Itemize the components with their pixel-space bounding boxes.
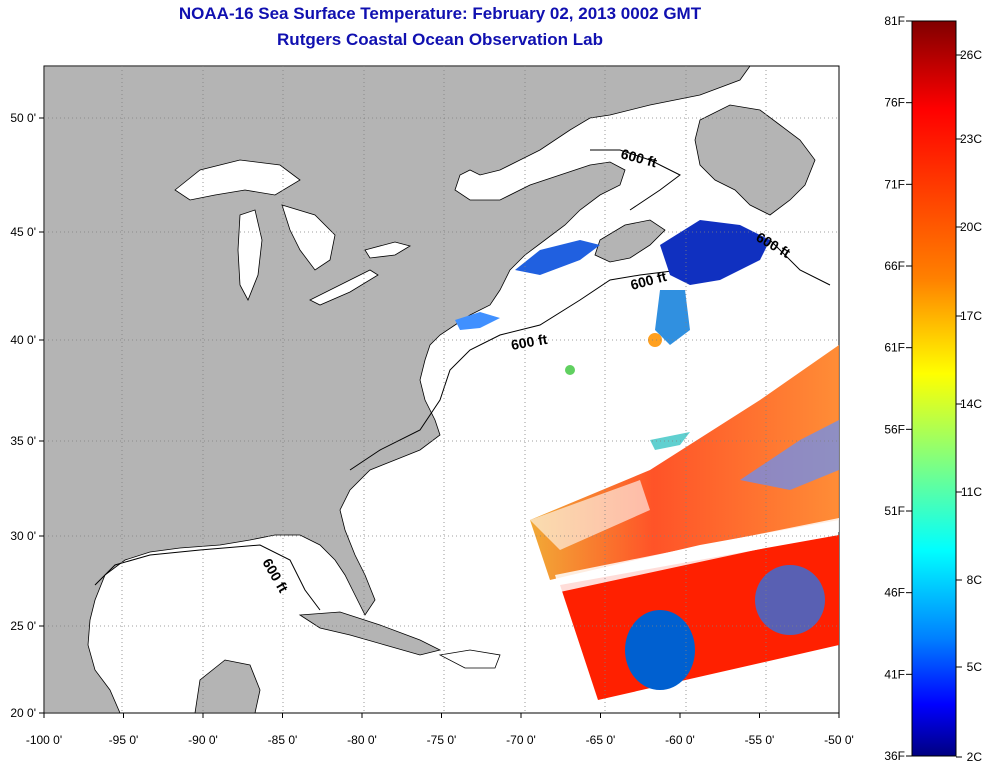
lon-tick-label: -100 0' (26, 733, 62, 747)
lon-tick-label: -60 0' (665, 733, 695, 747)
lake-huron (281, 204, 336, 271)
lat-tick-label: 35 0' (10, 434, 36, 448)
colorbar-f-label: 56F (884, 422, 905, 436)
lake-erie (309, 269, 379, 306)
sst-data-swath (455, 220, 839, 700)
colorbar-c-label: 2C (967, 750, 983, 764)
lon-tick-label: -65 0' (586, 733, 616, 747)
colorbar-f-label: 81F (884, 14, 905, 28)
lon-tick-label: -70 0' (506, 733, 536, 747)
yucatan-land (194, 659, 261, 713)
latitude-axis: 50 0' 45 0' 40 0' 35 0' 30 0' 25 0' 20 0' (10, 111, 44, 720)
colorbar-f-label: 46F (884, 586, 905, 600)
lon-tick-label: -50 0' (824, 733, 854, 747)
lon-tick-label: -85 0' (268, 733, 298, 747)
colorbar-c-label: 17C (960, 309, 982, 323)
lat-tick-label: 45 0' (10, 225, 36, 239)
colorbar-c-label: 26C (960, 48, 982, 62)
colorbar-c-label: 11C (961, 485, 982, 499)
map-title: NOAA-16 Sea Surface Temperature: Februar… (178, 4, 702, 23)
colorbar-c-label: 8C (967, 573, 983, 587)
nova-scotia-land (594, 219, 666, 263)
colorbar-c-label: 14C (960, 397, 982, 411)
colorbar-f-label: 76F (884, 96, 905, 110)
lake-michigan (237, 209, 263, 301)
cuba-land (298, 611, 442, 656)
colorbar-c-label: 23C (960, 132, 982, 146)
lon-tick-label: -90 0' (188, 733, 218, 747)
lon-tick-label: -75 0' (427, 733, 457, 747)
colorbar-f-label: 71F (884, 177, 905, 191)
hispaniola-outline (438, 649, 501, 669)
contour-label-atlantic: 600 ft (510, 331, 549, 353)
lat-tick-label: 40 0' (10, 333, 36, 347)
colorbar (911, 20, 957, 757)
colorbar-f-label: 41F (884, 667, 905, 681)
longitude-axis: -100 0' -95 0' -90 0' -85 0' -80 0' -75 0' -70… (26, 713, 854, 747)
colorbar-c-label: 20C (960, 220, 982, 234)
grid-lines (44, 66, 839, 713)
lat-tick-label: 30 0' (10, 529, 36, 543)
lake-superior (174, 159, 301, 201)
lat-tick-label: 25 0' (10, 619, 36, 633)
colorbar-fahrenheit-labels: 81F 76F 71F 66F 61F 56F 51F 46F 41F 36F (884, 14, 912, 763)
colorbar-c-label: 5C (967, 660, 983, 674)
north-america-land (44, 66, 751, 713)
colorbar-f-label: 61F (884, 341, 905, 355)
lon-tick-label: -80 0' (347, 733, 377, 747)
newfoundland-land (694, 104, 816, 216)
lat-tick-label: 50 0' (10, 111, 36, 125)
colorbar-celsius-labels: 26C 23C 20C 17C 14C 11C 8C 5C 2C (956, 48, 982, 764)
lat-tick-label: 20 0' (10, 706, 36, 720)
colorbar-f-label: 66F (884, 259, 905, 273)
map-subtitle: Rutgers Coastal Ocean Observation Lab (277, 30, 603, 49)
colorbar-f-label: 51F (884, 504, 905, 518)
lon-tick-label: -95 0' (109, 733, 139, 747)
lon-tick-label: -55 0' (745, 733, 775, 747)
colorbar-f-label: 36F (884, 749, 905, 763)
lake-ontario (364, 241, 412, 259)
depth-contour-gulf-st-lawrence (590, 149, 681, 211)
